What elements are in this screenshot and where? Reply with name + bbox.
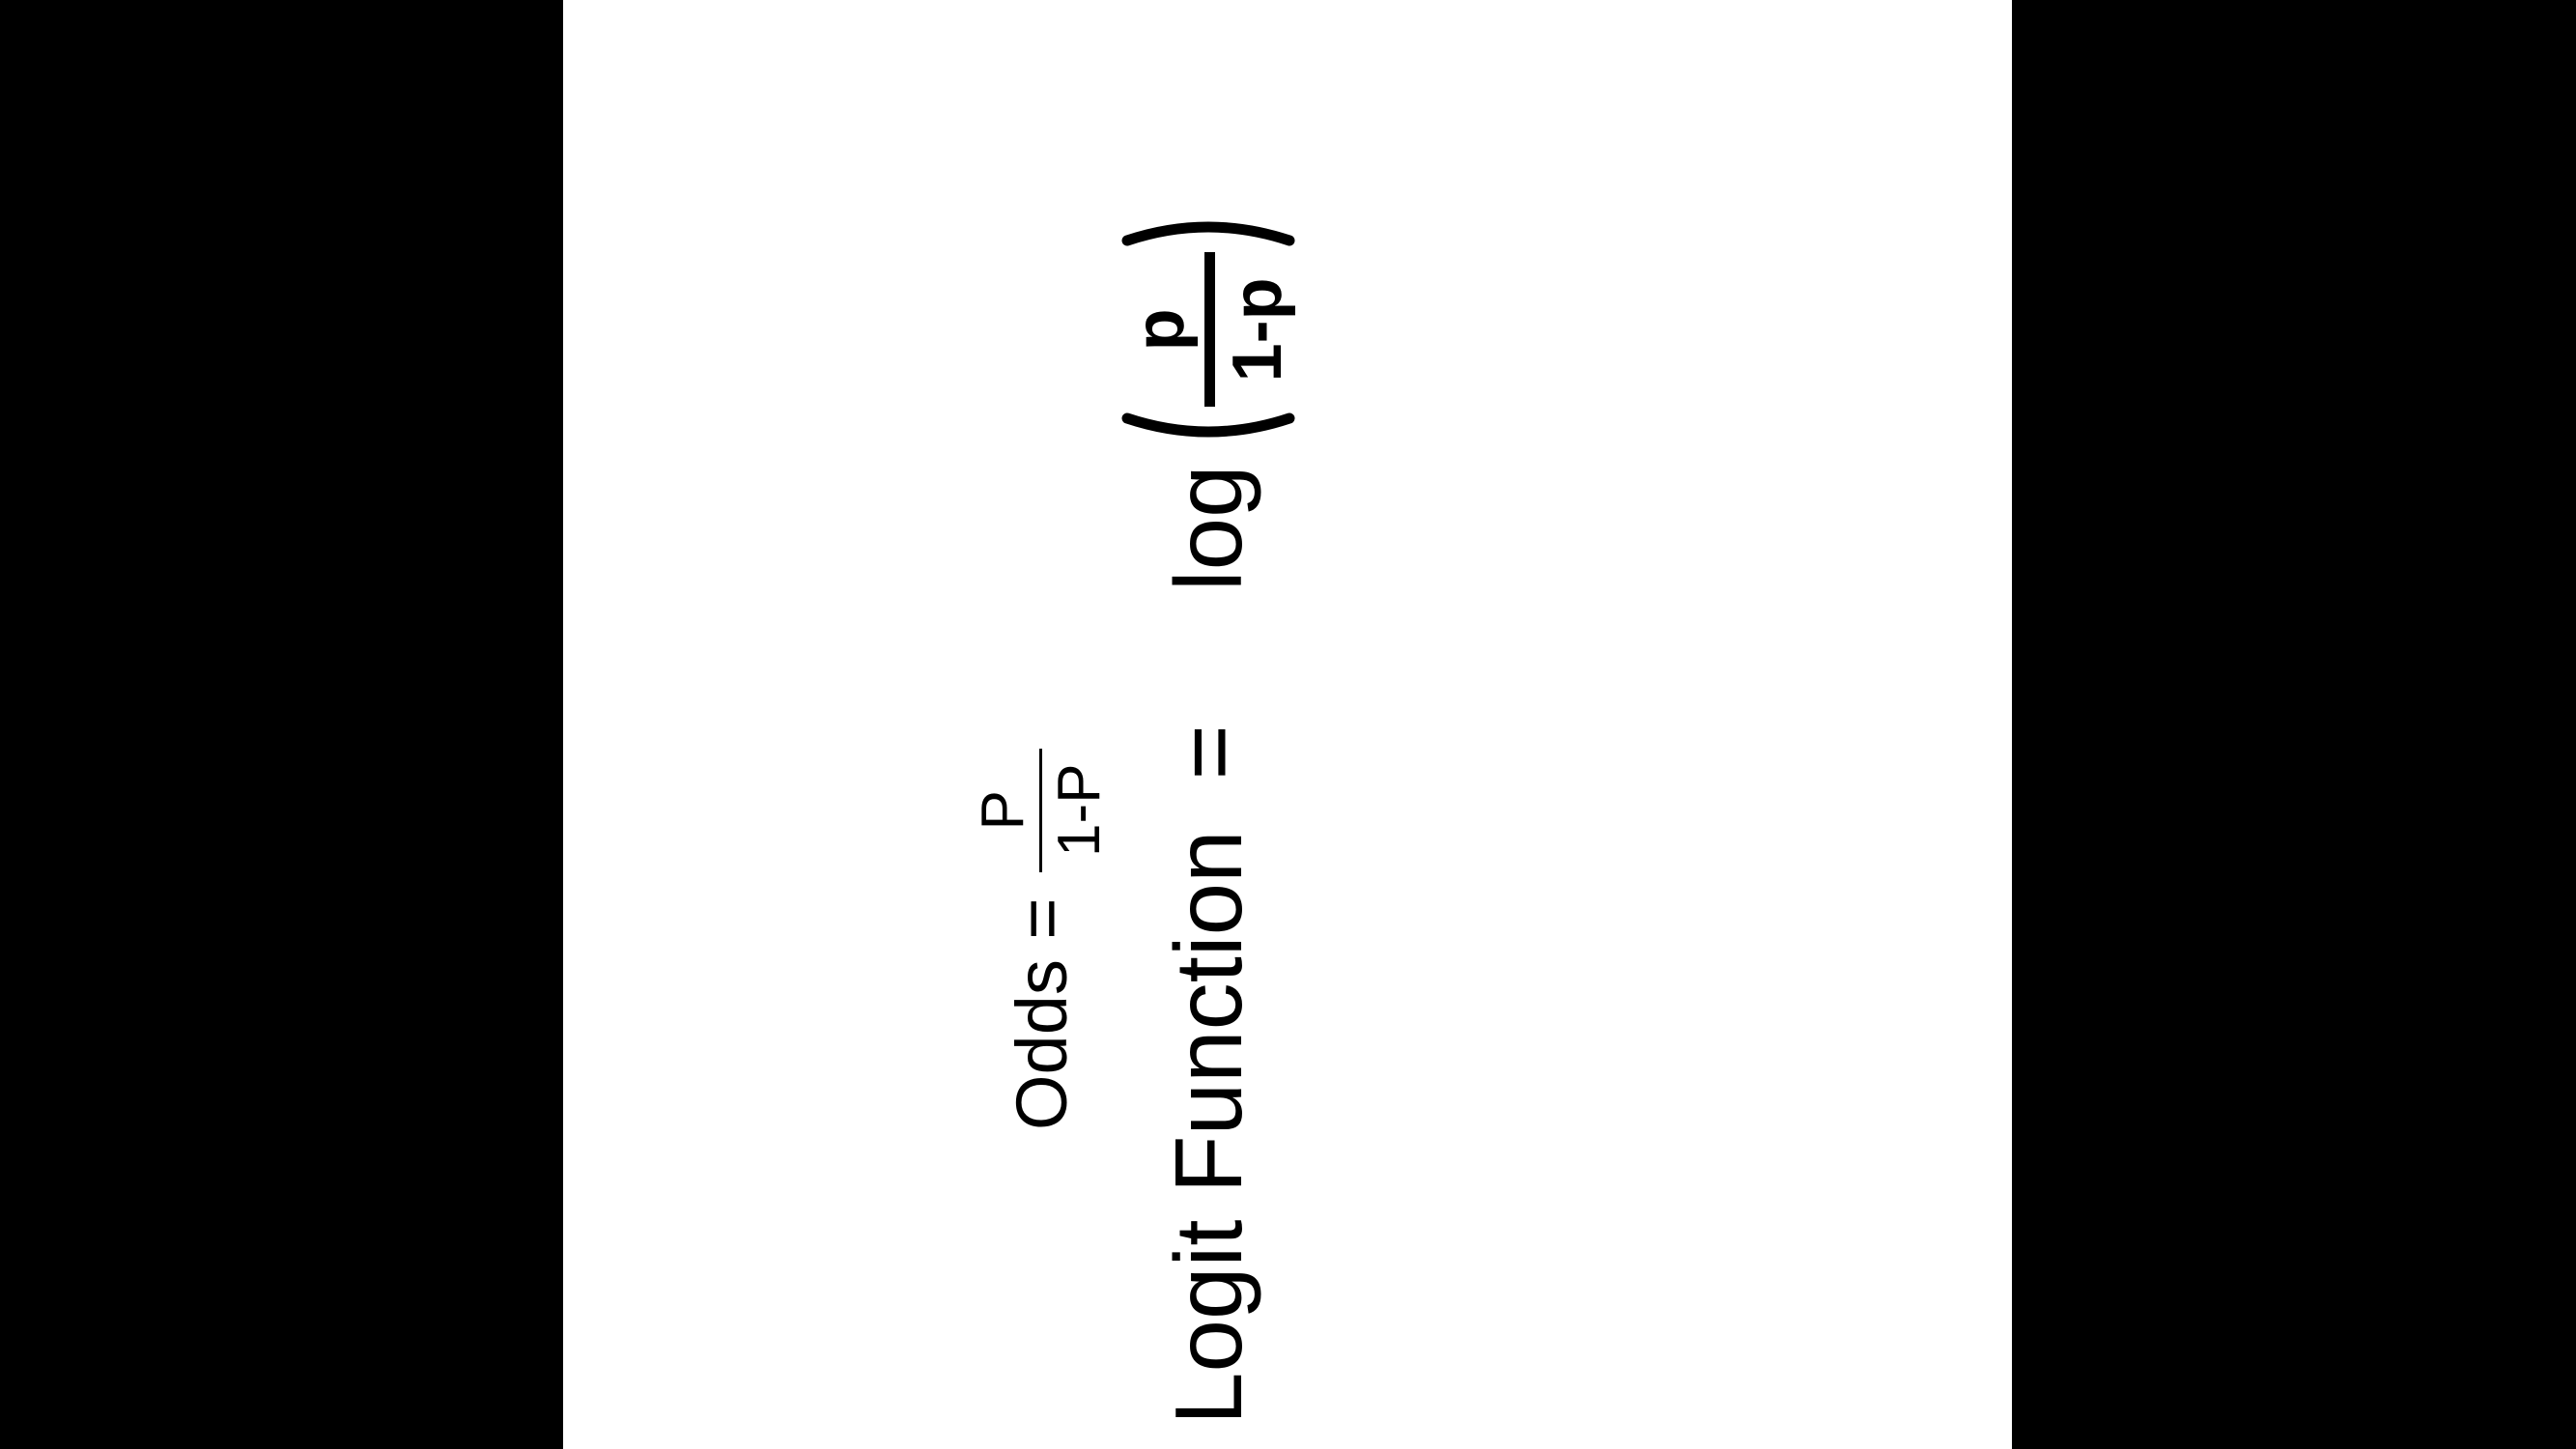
rotated-content: Odds = P 1-P Logit Function = log p 1-p (563, 0, 2012, 1449)
left-paren-icon (1121, 412, 1295, 438)
odds-numerator: P (970, 790, 1036, 831)
slide-page: Odds = P 1-P Logit Function = log p 1-p (563, 0, 2012, 1449)
logit-denominator: 1-p (1218, 277, 1296, 383)
logit-fraction: p 1-p (1120, 252, 1296, 408)
odds-denominator: 1-P (1046, 763, 1113, 858)
logit-numerator: p (1120, 308, 1199, 352)
odds-formula: Odds = P 1-P (970, 748, 1113, 1130)
log-text: log (1155, 465, 1261, 592)
logit-fraction-bar (1203, 252, 1215, 408)
odds-fraction: P 1-P (970, 748, 1113, 872)
right-paren-icon (1121, 221, 1295, 246)
odds-label: Odds = (1001, 877, 1082, 1130)
logit-formula: Logit Function = log p 1-p (1120, 208, 1296, 1425)
logit-label: Logit Function (1155, 830, 1261, 1425)
equals-sign: = (1155, 724, 1261, 781)
